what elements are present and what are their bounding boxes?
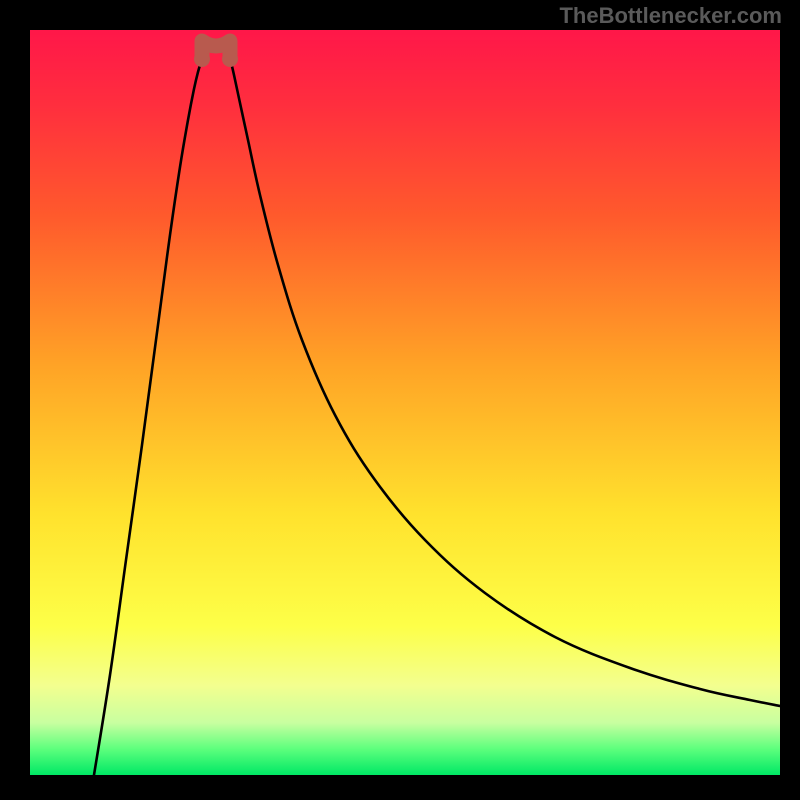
watermark-text: TheBottlenecker.com [559,3,782,29]
chart-svg [0,0,800,800]
gradient-background [30,30,780,775]
chart-frame: TheBottlenecker.com [0,0,800,800]
valley-marker-dot-1 [222,51,238,67]
valley-marker-dot-0 [194,51,210,67]
